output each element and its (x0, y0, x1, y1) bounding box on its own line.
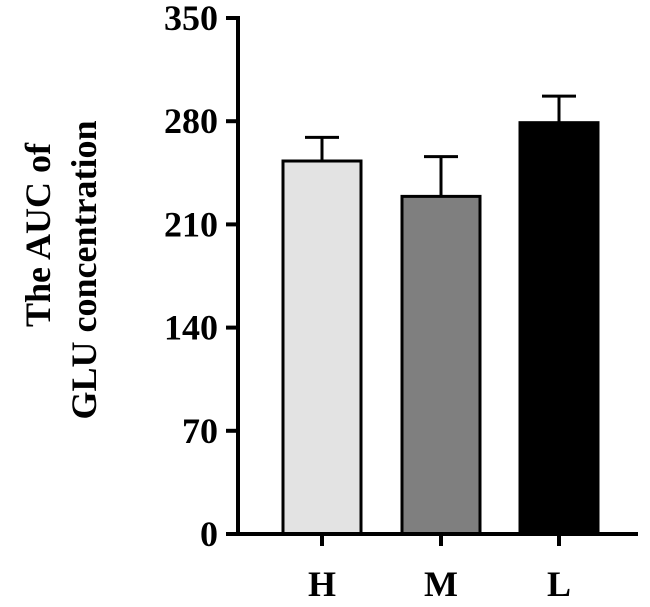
y-tick-label-350: 350 (164, 0, 218, 38)
bar-M (400, 194, 482, 536)
x-tick-label-H: H (308, 564, 336, 604)
x-tick-label-L: L (547, 564, 571, 604)
x-tick-label-M: M (424, 564, 458, 604)
y-tick-label-210: 210 (164, 204, 218, 244)
bar-L (518, 121, 600, 536)
y-tick-label-280: 280 (164, 101, 218, 141)
y-tick-label-140: 140 (164, 308, 218, 348)
y-axis-title-line-1: The AUC of (18, 142, 58, 327)
y-tick-label-70: 70 (182, 411, 218, 451)
y-tick-label-0: 0 (200, 514, 218, 554)
y-axis-title: The AUC of GLU concentration (18, 121, 104, 420)
y-axis-title-line-2: GLU concentration (64, 121, 104, 420)
bar-H (281, 159, 363, 536)
plot-area: 0 70 140 210 280 350 H M L (164, 0, 638, 604)
